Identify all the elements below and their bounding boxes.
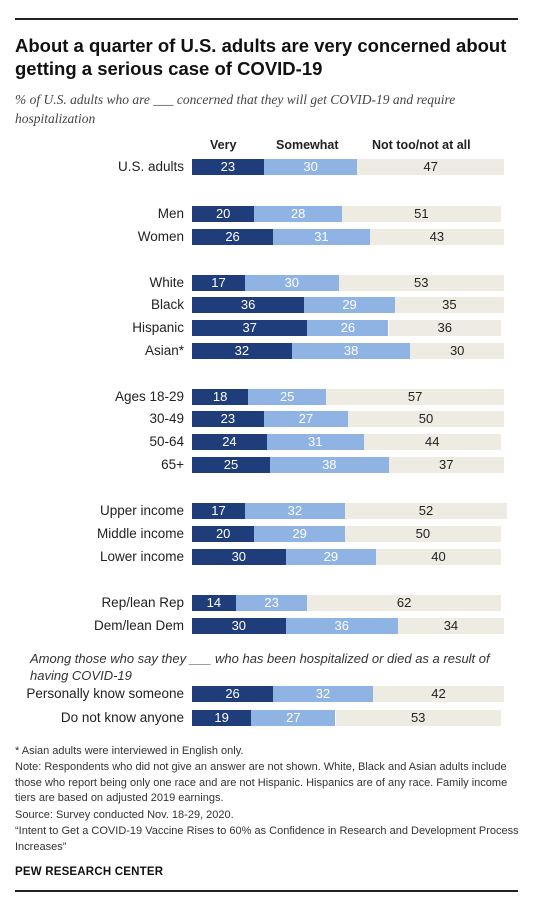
- bar-somewhat-asian: 38: [291, 343, 411, 359]
- row-label-hispanic: Hispanic: [132, 320, 184, 335]
- chart-subtitle: % of U.S. adults who are ___ concerned t…: [15, 92, 456, 126]
- bar-not-too-lower-income: 40: [376, 549, 501, 565]
- bar-not-too-white: 53: [338, 275, 504, 291]
- bar-very-hispanic: 37: [192, 320, 308, 336]
- row-label-personally-know-someone: Personally know someone: [26, 686, 184, 701]
- row-label-women: Women: [137, 229, 184, 244]
- bar-not-too-upper-income: 52: [344, 503, 508, 519]
- bar-not-too-women: 43: [369, 229, 504, 245]
- chart-title: About a quarter of U.S. adults are very …: [15, 35, 507, 79]
- bar-not-too-middle-income: 50: [344, 526, 501, 542]
- bar-somewhat-upper-income: 32: [245, 503, 345, 519]
- source-text: Source: Survey conducted Nov. 18-29, 202…: [15, 809, 234, 821]
- bar-not-too-do-not-know-anyone: 53: [335, 710, 501, 726]
- row-label-dem-lean-dem: Dem/lean Dem: [93, 618, 184, 633]
- bar-very-lower-income: 30: [192, 549, 286, 565]
- row-label-do-not-know-anyone: Do not know anyone: [60, 710, 184, 725]
- bar-not-too-50-64: 44: [363, 434, 501, 450]
- row-label-black: Black: [150, 297, 184, 312]
- bar-somewhat-hispanic: 26: [307, 320, 389, 336]
- row-label-upper-income: Upper income: [99, 503, 184, 518]
- bar-very-men: 20: [192, 206, 255, 222]
- bar-somewhat-personally-know-someone: 32: [273, 686, 373, 702]
- bar-somewhat-middle-income: 29: [254, 526, 345, 542]
- bar-very-65: 25: [192, 457, 270, 473]
- bar-not-too-men: 51: [341, 206, 501, 222]
- row-label-30-49: 30-49: [149, 411, 184, 426]
- row-label-men: Men: [157, 206, 184, 221]
- bar-very-50-64: 24: [192, 434, 267, 450]
- row-label-asian: Asian*: [144, 343, 184, 358]
- legend-not-too: Not too/not at all: [372, 138, 471, 152]
- row-label-u-s-adults: U.S. adults: [117, 159, 184, 174]
- bar-not-too-personally-know-someone: 42: [373, 686, 504, 702]
- legend-very: Very: [210, 138, 237, 152]
- bar-somewhat-black: 29: [304, 297, 395, 313]
- bar-somewhat-65: 38: [270, 457, 389, 473]
- bar-somewhat-ages-18-29: 25: [248, 389, 327, 405]
- bar-somewhat-u-s-adults: 30: [263, 159, 358, 175]
- bar-somewhat-white: 30: [245, 275, 339, 291]
- bar-somewhat-50-64: 31: [266, 434, 364, 450]
- row-label-middle-income: Middle income: [96, 526, 184, 541]
- bar-somewhat-dem-lean-dem: 36: [285, 618, 398, 634]
- bar-somewhat-30-49: 27: [263, 411, 348, 427]
- bar-very-personally-know-someone: 26: [192, 686, 274, 702]
- bar-very-do-not-know-anyone: 19: [192, 710, 252, 726]
- row-label-rep-lean-rep: Rep/lean Rep: [101, 595, 184, 610]
- bar-not-too-black: 35: [394, 297, 504, 313]
- bar-somewhat-women: 31: [273, 229, 370, 245]
- bar-very-women: 26: [192, 229, 274, 245]
- bar-not-too-ages-18-29: 57: [326, 389, 504, 405]
- bar-somewhat-rep-lean-rep: 23: [235, 595, 308, 611]
- bar-somewhat-lower-income: 29: [285, 549, 377, 565]
- bar-not-too-u-s-adults: 47: [357, 159, 504, 175]
- bar-not-too-30-49: 50: [348, 411, 504, 427]
- bar-not-too-rep-lean-rep: 62: [307, 595, 501, 611]
- bottom-rule: [15, 890, 518, 892]
- bar-very-middle-income: 20: [192, 526, 255, 542]
- bar-very-u-s-adults: 23: [192, 159, 264, 175]
- bar-very-rep-lean-rep: 14: [192, 595, 236, 611]
- top-rule: [15, 18, 518, 20]
- brand-name: PEW RESEARCH CENTER: [15, 866, 164, 878]
- row-label-ages-18-29: Ages 18-29: [114, 389, 184, 404]
- bar-very-30-49: 23: [192, 411, 264, 427]
- row-label-50-64: 50-64: [149, 434, 184, 449]
- bar-not-too-asian: 30: [410, 343, 504, 359]
- bar-somewhat-men: 28: [254, 206, 342, 222]
- bar-very-black: 36: [192, 297, 305, 313]
- row-label-lower-income: Lower income: [99, 549, 184, 564]
- sub-group-lead: Among those who say they ___ who has bee…: [30, 651, 490, 683]
- legend-somewhat: Somewhat: [276, 138, 339, 152]
- bar-very-ages-18-29: 18: [192, 389, 249, 405]
- row-label-65: 65+: [161, 457, 184, 472]
- bar-somewhat-do-not-know-anyone: 27: [251, 710, 336, 726]
- bar-not-too-dem-lean-dem: 34: [397, 618, 504, 634]
- row-label-white: White: [149, 275, 184, 290]
- bar-very-dem-lean-dem: 30: [192, 618, 286, 634]
- asterisk-note: * Asian adults were interviewed in Engli…: [15, 745, 244, 757]
- note-text: Note: Respondents who did not give an an…: [15, 761, 508, 804]
- report-title: “Intent to Get a COVID-19 Vaccine Rises …: [15, 825, 519, 853]
- bar-not-too-65: 37: [388, 457, 504, 473]
- bar-very-upper-income: 17: [192, 503, 245, 519]
- bar-very-asian: 32: [192, 343, 292, 359]
- bar-very-white: 17: [192, 275, 245, 291]
- bar-not-too-hispanic: 36: [388, 320, 501, 336]
